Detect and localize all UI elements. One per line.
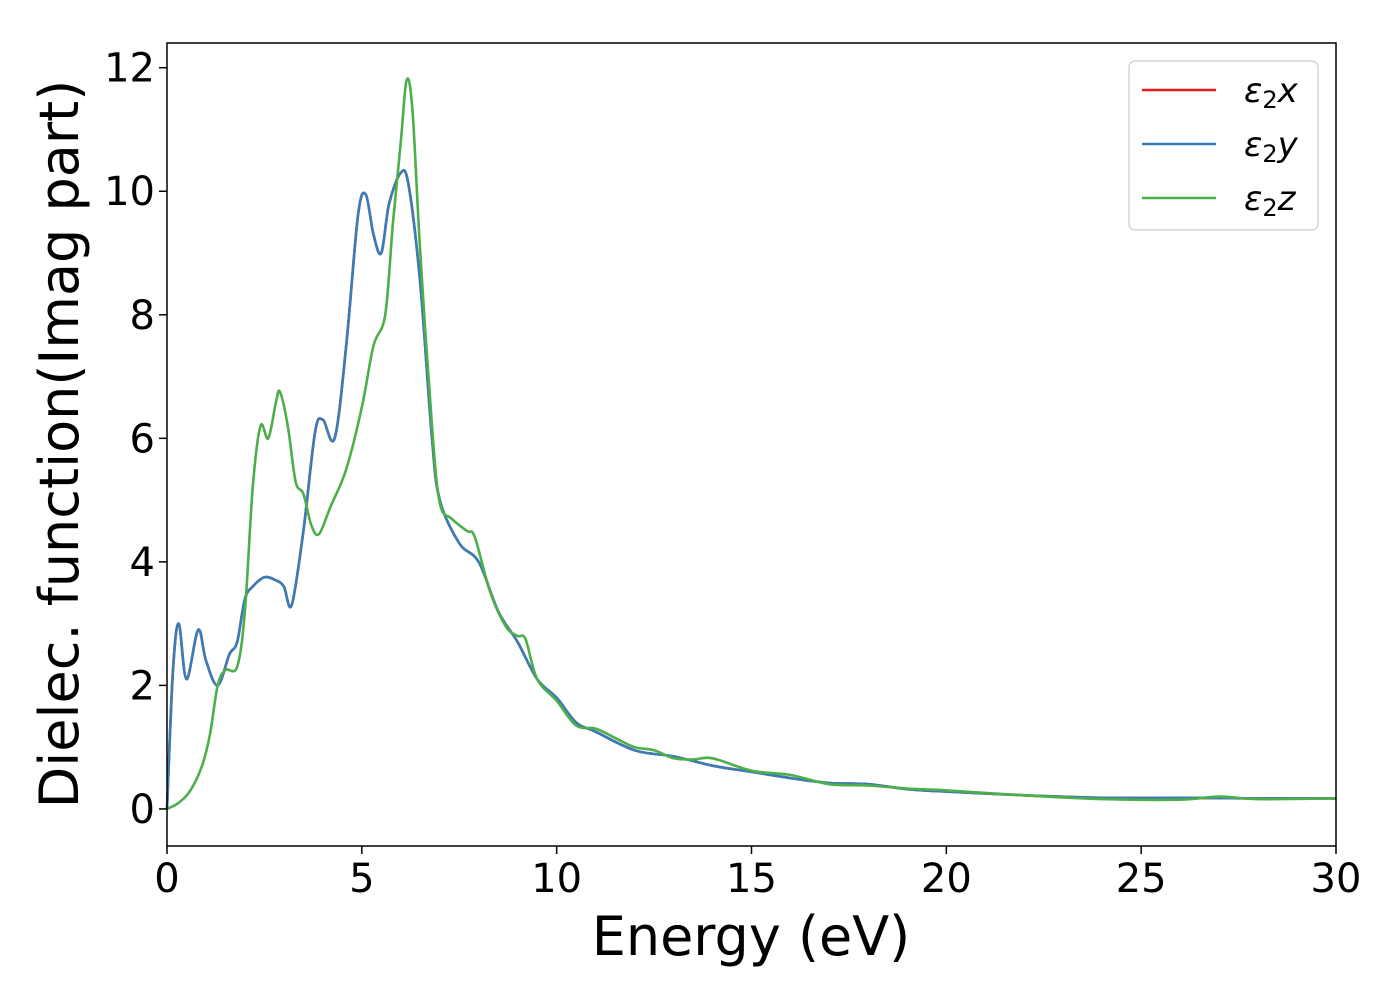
series-line-1 <box>165 169 1337 809</box>
series-line-2 <box>165 169 1337 809</box>
y-tick-label: 8 <box>130 293 155 339</box>
y-axis-ticks: 0 2 4 6 8 10 12 <box>104 46 167 833</box>
x-axis-label: Energy (eV) <box>592 905 911 968</box>
x-tick-label: 15 <box>726 856 777 902</box>
legend: ε2x ε2y ε2z <box>1128 60 1319 231</box>
x-tick-label: 10 <box>531 856 582 902</box>
x-tick-label: 5 <box>349 856 374 902</box>
series-line-3 <box>166 77 1337 811</box>
y-tick-label: 2 <box>130 663 155 709</box>
y-tick-label: 12 <box>104 46 155 92</box>
legend-label-2: ε2y <box>1244 125 1299 168</box>
series-layer <box>165 77 1337 811</box>
y-tick-label: 4 <box>130 540 155 586</box>
x-axis-ticks: 0 5 10 15 20 25 30 <box>154 846 1361 902</box>
legend-label-1: ε2x <box>1244 71 1299 114</box>
legend-box <box>1128 60 1319 231</box>
legend-items: ε2x ε2y ε2z <box>1142 71 1299 222</box>
y-axis-label: Dielec. function(Imag part) <box>28 80 91 809</box>
y-tick-label: 6 <box>130 416 155 462</box>
y-tick-label: 0 <box>130 787 155 833</box>
legend-label-3: ε2z <box>1244 179 1297 222</box>
x-tick-label: 0 <box>154 856 179 902</box>
x-tick-label: 30 <box>1311 856 1362 902</box>
y-tick-label: 10 <box>104 169 155 215</box>
x-tick-label: 20 <box>921 856 972 902</box>
x-tick-label: 25 <box>1116 856 1167 902</box>
